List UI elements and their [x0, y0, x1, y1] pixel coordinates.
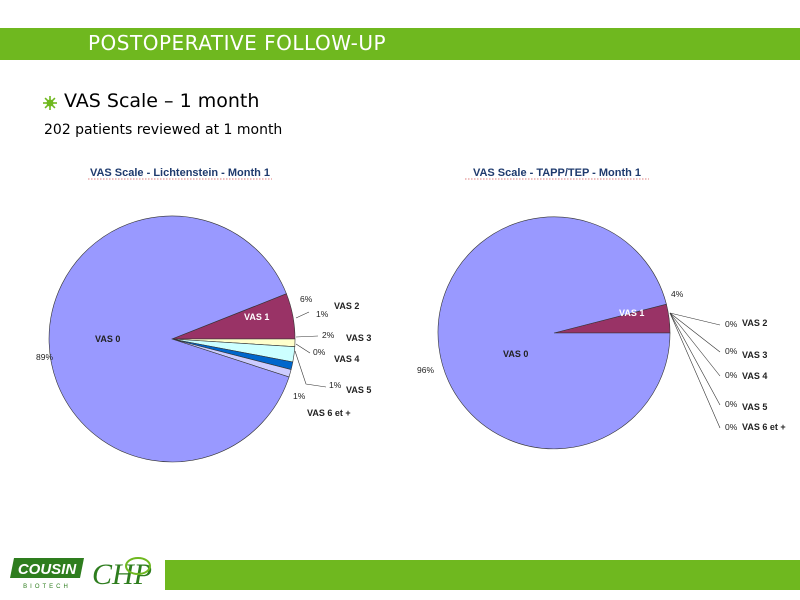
data-label-lichtenstein-6: 1%	[293, 391, 306, 401]
category-label-tapp-tep-3: VAS 3	[742, 350, 767, 360]
leader-line	[669, 312, 721, 326]
category-label-tapp-tep-1: VAS 1	[619, 308, 644, 318]
bullet-heading: VAS Scale – 1 month	[64, 90, 260, 112]
category-label-lichtenstein-6: VAS 6 et +	[307, 408, 351, 418]
data-label-tapp-tep-2: 0%	[725, 319, 738, 329]
category-label-lichtenstein-4: VAS 4	[334, 354, 359, 364]
data-label-tapp-tep-6: 0%	[725, 422, 738, 432]
cousin-biotech-logo: COUSIN BIOTECH	[10, 558, 84, 590]
footer-bar	[165, 560, 800, 590]
data-label-lichtenstein-3: 2%	[322, 330, 335, 340]
biotech-logo-text: BIOTECH	[23, 584, 71, 590]
data-label-lichtenstein-5: 1%	[329, 380, 342, 390]
leader-line	[295, 311, 310, 319]
leader-line	[294, 350, 327, 388]
category-label-tapp-tep-6: VAS 6 et +	[742, 422, 786, 432]
category-label-tapp-tep-5: VAS 5	[742, 402, 767, 412]
category-label-lichtenstein-5: VAS 5	[346, 385, 371, 395]
category-label-lichtenstein-0: VAS 0	[95, 334, 120, 344]
chp-logo: CHP	[92, 557, 152, 591]
data-label-lichtenstein-4: 0%	[313, 347, 326, 357]
leader-line	[669, 312, 721, 406]
leader-line	[295, 335, 319, 338]
page-title: POSTOPERATIVE FOLLOW-UP	[88, 31, 387, 55]
cousin-logo-text: COUSIN	[18, 561, 78, 578]
leader-line	[669, 312, 721, 429]
data-label-tapp-tep-3: 0%	[725, 346, 738, 356]
chart-title-tapp-tep: VAS Scale - TAPP/TEP - Month 1	[473, 167, 641, 179]
category-label-tapp-tep-4: VAS 4	[742, 371, 767, 381]
charts-canvas: VAS Scale - Lichtenstein - Month 189%6%1…	[36, 167, 786, 463]
category-label-lichtenstein-2: VAS 2	[334, 301, 359, 311]
leader-line	[669, 312, 721, 377]
patients-subtitle: 202 patients reviewed at 1 month	[44, 122, 283, 138]
leader-line	[669, 312, 721, 353]
data-label-tapp-tep-1: 4%	[671, 289, 684, 299]
pie-slice-vas-0	[437, 216, 671, 450]
category-label-tapp-tep-0: VAS 0	[503, 349, 528, 359]
category-label-tapp-tep-2: VAS 2	[742, 318, 767, 328]
category-label-lichtenstein-3: VAS 3	[346, 333, 371, 343]
chart-title-lichtenstein: VAS Scale - Lichtenstein - Month 1	[90, 167, 270, 179]
data-label-tapp-tep-5: 0%	[725, 399, 738, 409]
category-label-lichtenstein-1: VAS 1	[244, 312, 269, 322]
data-label-tapp-tep-0: 96%	[417, 365, 434, 375]
leader-line	[295, 343, 311, 354]
data-label-lichtenstein-2: 1%	[316, 309, 329, 319]
chp-logo-text: CHP	[92, 558, 152, 591]
star-burst-icon	[43, 96, 57, 110]
data-label-tapp-tep-4: 0%	[725, 370, 738, 380]
data-label-lichtenstein-1: 6%	[300, 294, 313, 304]
title-bar: POSTOPERATIVE FOLLOW-UP	[0, 28, 800, 60]
data-label-lichtenstein-0: 89%	[36, 352, 53, 362]
pie-slice-vas-0	[48, 215, 290, 463]
